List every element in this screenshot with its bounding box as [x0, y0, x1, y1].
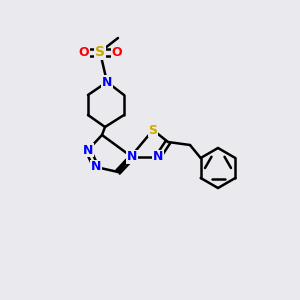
Text: N: N: [102, 76, 112, 88]
Text: N: N: [153, 151, 163, 164]
Text: O: O: [79, 46, 89, 59]
Text: O: O: [112, 46, 122, 59]
Text: S: S: [148, 124, 158, 136]
Text: S: S: [95, 45, 105, 59]
Text: N: N: [83, 143, 93, 157]
Text: N: N: [91, 160, 101, 173]
Text: N: N: [127, 151, 137, 164]
